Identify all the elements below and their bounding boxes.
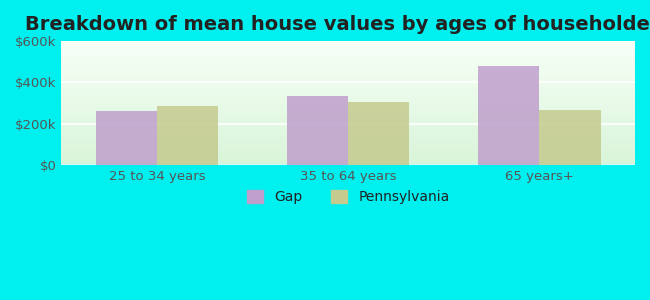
Bar [287, 96, 348, 165]
Bar [540, 110, 601, 165]
Legend: Gap, Pennsylvania: Gap, Pennsylvania [241, 185, 455, 210]
Bar [96, 111, 157, 165]
Title: Breakdown of mean house values by ages of householders: Breakdown of mean house values by ages o… [25, 15, 650, 34]
Bar [478, 66, 540, 165]
Bar [157, 106, 218, 165]
Bar [348, 102, 410, 165]
